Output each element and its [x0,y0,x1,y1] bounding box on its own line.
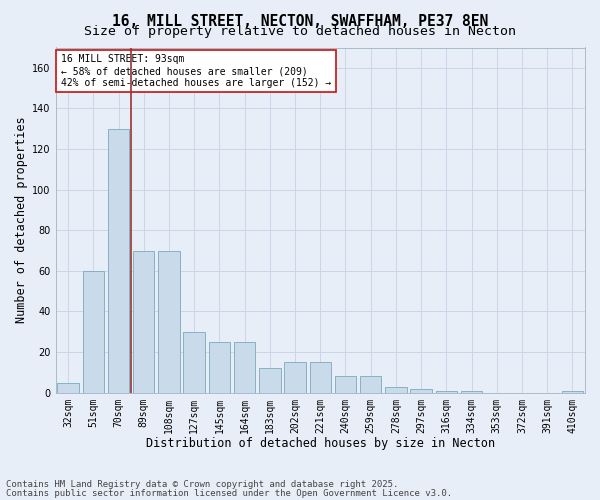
Bar [385,386,407,392]
Bar [360,376,382,392]
Bar [133,250,154,392]
Text: 16, MILL STREET, NECTON, SWAFFHAM, PE37 8EN: 16, MILL STREET, NECTON, SWAFFHAM, PE37 … [112,14,488,29]
Bar [209,342,230,392]
Bar [259,368,281,392]
Bar [284,362,306,392]
Bar [461,390,482,392]
Bar [234,342,256,392]
X-axis label: Distribution of detached houses by size in Necton: Distribution of detached houses by size … [146,437,495,450]
Bar [310,362,331,392]
Text: Contains public sector information licensed under the Open Government Licence v3: Contains public sector information licen… [6,488,452,498]
Text: Contains HM Land Registry data © Crown copyright and database right 2025.: Contains HM Land Registry data © Crown c… [6,480,398,489]
Bar [158,250,180,392]
Bar [410,388,432,392]
Bar [58,382,79,392]
Text: 16 MILL STREET: 93sqm
← 58% of detached houses are smaller (209)
42% of semi-det: 16 MILL STREET: 93sqm ← 58% of detached … [61,54,331,88]
Bar [436,390,457,392]
Y-axis label: Number of detached properties: Number of detached properties [15,117,28,324]
Bar [83,271,104,392]
Bar [335,376,356,392]
Bar [184,332,205,392]
Text: Size of property relative to detached houses in Necton: Size of property relative to detached ho… [84,25,516,38]
Bar [562,390,583,392]
Bar [108,128,129,392]
